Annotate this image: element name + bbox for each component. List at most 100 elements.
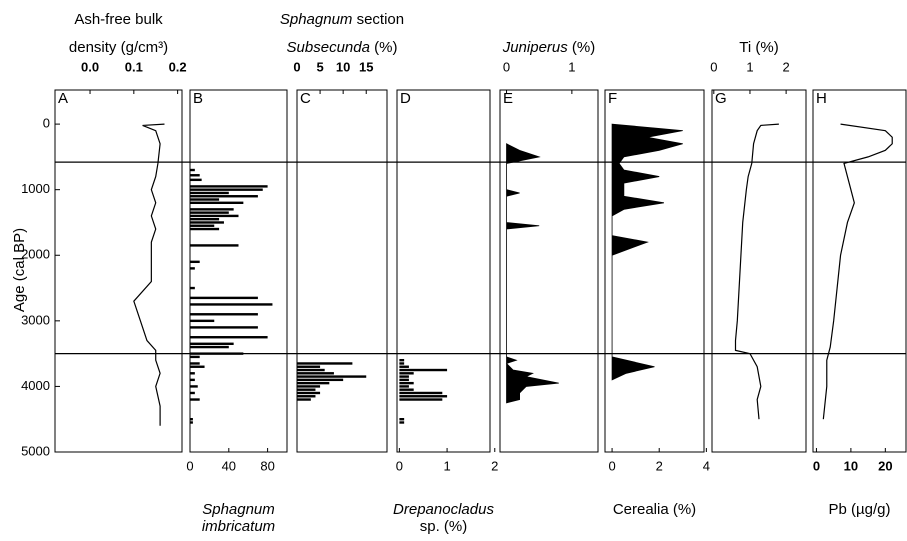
bar	[190, 421, 193, 424]
axis-title: sp. (%)	[420, 518, 468, 535]
bar	[190, 244, 239, 247]
axis-title-part: Sphagnum	[280, 11, 353, 28]
bar	[297, 381, 330, 385]
panel-letter: H	[816, 90, 827, 107]
bar	[190, 319, 215, 323]
x-tick-label: 0	[396, 458, 403, 473]
bar	[190, 296, 258, 300]
y-tick-label: 1000	[21, 181, 50, 196]
axis-title-part: sp. (%)	[420, 518, 468, 535]
x-tick-label: 80	[260, 458, 274, 473]
x-tick-label: 40	[222, 458, 236, 473]
panel-letter: C	[300, 90, 311, 107]
x-tick-label: 10	[844, 458, 858, 473]
bar	[190, 221, 224, 224]
x-tick-label: 20	[878, 458, 892, 473]
panel-letter: D	[400, 90, 411, 107]
bar	[190, 260, 200, 264]
x-tick-label: 1	[568, 59, 575, 74]
bar	[190, 217, 220, 221]
bar	[190, 372, 195, 375]
axis-title: Subsecunda (%)	[287, 39, 398, 56]
bar	[190, 286, 195, 290]
y-tick-label: 2000	[21, 247, 50, 262]
panel-frame	[812, 89, 907, 453]
bar	[190, 342, 234, 345]
bar	[297, 395, 316, 398]
line	[822, 123, 893, 420]
x-tick-label: 1	[746, 59, 753, 74]
area	[611, 123, 683, 381]
axis-title: density (g/cm³)	[69, 39, 168, 56]
bar	[399, 381, 414, 385]
panel-frame	[396, 89, 491, 453]
bar	[190, 313, 258, 316]
bar	[190, 214, 239, 218]
bar	[190, 303, 273, 306]
bar	[190, 391, 195, 395]
panel-letter: F	[608, 90, 617, 107]
bar	[399, 388, 414, 391]
bar	[190, 385, 198, 388]
bar	[190, 418, 193, 421]
bar	[190, 326, 258, 329]
axis-title-part: section	[352, 11, 404, 28]
axis-title-part: Drepanocladus	[393, 501, 494, 518]
x-tick-label: 10	[336, 59, 350, 74]
bar	[190, 362, 200, 365]
x-tick-label: 0	[293, 59, 300, 74]
bar	[190, 378, 195, 382]
y-axis-title: Age (cal BP)	[11, 228, 28, 312]
x-tick-label: 0.2	[169, 59, 187, 74]
y-tick-label: 3000	[21, 312, 50, 327]
panel-frame	[499, 89, 599, 453]
panel-frame	[189, 89, 288, 453]
y-tick-label: 4000	[21, 378, 50, 393]
bar	[399, 362, 405, 365]
x-tick-label: 0.1	[125, 59, 143, 74]
bar	[297, 368, 325, 372]
axis-title-part: Subsecunda	[287, 39, 370, 56]
axis-title-part: density (g/cm³)	[69, 39, 168, 56]
panel-frame	[296, 89, 388, 453]
bar	[297, 365, 321, 368]
axis-title: Juniperus (%)	[502, 39, 596, 56]
panel-letter: A	[58, 90, 68, 107]
axis-title-part: Juniperus	[502, 39, 569, 56]
x-tick-label: 0	[503, 59, 510, 74]
bar	[190, 224, 215, 227]
bar	[190, 195, 258, 198]
line	[734, 123, 779, 420]
x-tick-label: 0	[813, 458, 820, 473]
panel-letter: B	[193, 90, 203, 107]
x-tick-label: 5	[316, 59, 323, 74]
bar	[297, 378, 344, 382]
bar	[399, 395, 448, 398]
bar	[399, 372, 414, 375]
bar	[399, 391, 443, 395]
bar	[399, 421, 405, 424]
bar	[297, 388, 316, 391]
axis-title-part: Ash-free bulk	[74, 11, 163, 28]
bar	[399, 365, 409, 368]
bar	[190, 201, 244, 204]
x-tick-label: 2	[656, 458, 663, 473]
x-tick-label: 0.0	[81, 59, 99, 74]
axis-title-part: Sphagnum	[202, 501, 275, 518]
bar	[399, 378, 409, 382]
axis-title: Ash-free bulk	[74, 11, 163, 28]
bar	[190, 267, 195, 270]
bar	[190, 398, 200, 401]
bar	[190, 178, 202, 182]
panel-letter: G	[715, 90, 727, 107]
bar	[190, 168, 195, 172]
axis-title: Sphagnum section	[280, 11, 404, 28]
bar	[399, 418, 405, 421]
x-tick-label: 2	[782, 59, 789, 74]
y-tick-label: 0	[43, 116, 50, 131]
bar	[297, 375, 367, 378]
axis-title: imbricatum	[202, 518, 275, 535]
x-tick-label: 0	[710, 59, 717, 74]
x-tick-label: 4	[703, 458, 710, 473]
